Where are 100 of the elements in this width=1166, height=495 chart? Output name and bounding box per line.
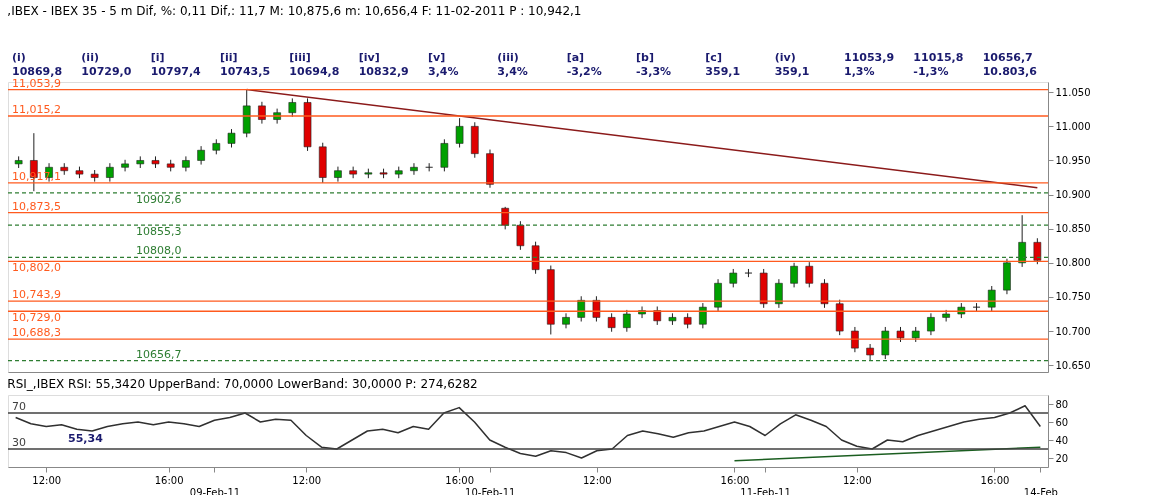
text: [a] xyxy=(566,51,585,64)
text: 359,1 xyxy=(774,65,810,78)
candlestick xyxy=(516,220,525,251)
x-tick-label: 12:00 xyxy=(32,474,62,486)
ref-line-label: 10,743,9 xyxy=(12,288,61,302)
candlestick xyxy=(607,312,616,333)
y-tick-label: 60 xyxy=(1055,416,1069,428)
candlestick xyxy=(820,278,829,309)
candlestick xyxy=(562,312,570,329)
ref-line-label: 10,729,0 xyxy=(12,311,61,325)
y-tick-label: 10.900 xyxy=(1055,189,1091,201)
text: 10656,7 xyxy=(982,51,1033,64)
text: 10.803,6 xyxy=(982,65,1038,78)
candlestick xyxy=(851,326,859,353)
x-tick-label: 14-Feb xyxy=(1023,486,1058,495)
candlestick xyxy=(1033,237,1042,265)
candlestick xyxy=(729,268,738,288)
text: -1,3% xyxy=(913,65,949,78)
text: [v] xyxy=(428,51,446,64)
x-tick-label: 12:00 xyxy=(582,474,612,486)
candlestick xyxy=(349,166,357,179)
text: 10797,4 xyxy=(150,65,202,78)
ref-line-label: 10,802,0 xyxy=(12,261,61,275)
y-tick-label: 10.950 xyxy=(1055,154,1091,166)
candlestick xyxy=(805,261,814,288)
ref-line-label: 10,873,5 xyxy=(12,199,61,213)
text: (ii) xyxy=(81,51,99,64)
text: [iii] xyxy=(289,51,311,64)
text: 3,4% xyxy=(497,65,528,78)
x-tick-label: 12:00 xyxy=(292,474,322,486)
text: 3,4% xyxy=(428,65,459,78)
candlestick xyxy=(790,262,798,288)
text: [i] xyxy=(150,51,165,64)
x-tick-label: 16:00 xyxy=(154,474,184,486)
text: 359,1 xyxy=(705,65,741,78)
text: [iv] xyxy=(358,51,380,64)
ref-line-label: 11,053,9 xyxy=(12,76,61,90)
candlestick xyxy=(334,166,342,183)
candlestick xyxy=(1018,214,1026,268)
text: 10869,8 xyxy=(12,65,63,78)
y-tick-label: 20 xyxy=(1055,452,1069,464)
candlestick xyxy=(440,138,449,172)
y-tick-label: 40 xyxy=(1055,434,1069,446)
text: 10729,0 xyxy=(81,65,132,78)
candlestick xyxy=(881,326,890,360)
x-tick-label: 11-Feb-11 xyxy=(740,486,791,495)
ref-line-label: 70 xyxy=(12,400,26,413)
text: 10694,8 xyxy=(289,65,340,78)
candlestick xyxy=(227,128,236,149)
x-tick-label: 10-Feb-11 xyxy=(465,486,516,495)
ref-line-label: 10,688,3 xyxy=(12,326,61,340)
ref-line-label: 30 xyxy=(12,436,26,449)
candlestick xyxy=(197,145,205,166)
text: (iii) xyxy=(497,51,519,64)
text: 10743,5 xyxy=(220,65,271,78)
candlestick xyxy=(106,162,114,183)
text: [c] xyxy=(705,51,722,64)
x-tick-label: 16:00 xyxy=(720,474,750,486)
candlestick xyxy=(942,309,950,323)
text: 11015,8 xyxy=(913,51,964,64)
x-tick-label: 16:00 xyxy=(980,474,1010,486)
ref-line-label: 10808,0 xyxy=(136,244,182,258)
text: -3,2% xyxy=(566,65,602,78)
text: 11053,9 xyxy=(844,51,895,64)
candlestick xyxy=(623,309,631,333)
y-tick-label: 10.700 xyxy=(1055,325,1091,337)
y-tick-label: 10.650 xyxy=(1055,359,1091,371)
chart-title: RSI_,IBEX RSI: 55,3420 UpperBand: 70,0000 LowerBand: 30,0000 P: 274,6282 xyxy=(7,377,478,391)
ref-line-label: 11,015,2 xyxy=(12,102,61,116)
text: 10832,9 xyxy=(358,65,409,78)
x-tick-label: 12:00 xyxy=(842,474,872,486)
ref-line-label: 10855,3 xyxy=(136,225,182,239)
y-tick-label: 11.050 xyxy=(1055,86,1091,98)
candlestick xyxy=(714,278,722,312)
x-tick-label: 16:00 xyxy=(445,474,475,486)
candlestick xyxy=(182,155,190,172)
candlestick xyxy=(410,162,418,176)
text: 1,3% xyxy=(844,65,875,78)
text: (i) xyxy=(12,51,26,64)
candlestick xyxy=(927,312,935,336)
text: (iv) xyxy=(774,51,796,64)
candlestick xyxy=(531,241,540,275)
candlestick xyxy=(455,117,464,149)
text: [b] xyxy=(636,51,654,64)
x-tick-label: 09-Feb-11 xyxy=(189,486,241,495)
y-tick-label: 10.750 xyxy=(1055,291,1091,303)
y-tick-label: 10.800 xyxy=(1055,257,1091,269)
chart-title: ,IBEX - IBEX 35 - 5 m Dif, %: 0,11 Dif,: 11,7 M: 10,875,6 m: 10,656,4 F: 11-02-2011 P : 10,942,1 xyxy=(7,4,582,18)
candlestick xyxy=(121,159,129,172)
ref-line-label: 10902,6 xyxy=(136,192,182,206)
candlestick xyxy=(288,97,297,118)
annotation: 55,34 xyxy=(68,432,104,445)
text: -3,3% xyxy=(636,65,672,78)
candlestick xyxy=(775,278,783,309)
text: [ii] xyxy=(220,51,238,64)
y-tick-label: 11.000 xyxy=(1055,120,1091,132)
candlestick xyxy=(699,302,707,329)
y-tick-label: 80 xyxy=(1055,398,1069,410)
ref-line-label: 10656,7 xyxy=(136,347,182,361)
y-tick-label: 10.850 xyxy=(1055,223,1091,235)
